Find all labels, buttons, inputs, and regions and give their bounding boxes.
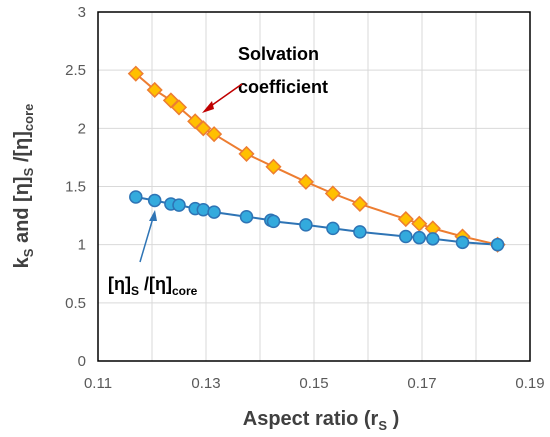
data-point-ratio <box>172 198 186 212</box>
data-point-ratio <box>299 218 313 232</box>
data-point-solvation <box>265 158 282 175</box>
x-tick-labels: 0.11 0.13 0.15 0.17 0.19 <box>84 375 545 392</box>
y-tick-label: 2 <box>78 120 86 137</box>
data-point-solvation <box>170 99 188 116</box>
y-tick-label: 2.5 <box>65 62 86 79</box>
data-point-solvation <box>146 81 163 99</box>
data-point-solvation <box>324 185 341 202</box>
data-point-ratio <box>490 237 505 252</box>
solvation-annotation-line2: coefficient <box>238 77 328 97</box>
x-tick-label: 0.13 <box>191 375 220 392</box>
y-tick-label: 3 <box>78 4 86 21</box>
data-point-solvation <box>297 173 314 190</box>
data-point-ratio <box>353 225 367 239</box>
x-tick-label: 0.17 <box>407 375 436 392</box>
ratio-annotation: [η]S /[η]core <box>108 274 198 298</box>
y-axis-label: kS and [η]S /[η]core <box>11 104 36 269</box>
data-point-ratio <box>326 221 340 236</box>
y-tick-labels: 0 0.5 1 1.5 2 2.5 3 <box>65 4 86 370</box>
data-point-ratio <box>129 190 143 204</box>
data-point-ratio <box>412 230 427 245</box>
series-points <box>127 65 506 253</box>
data-point-ratio <box>426 232 440 246</box>
data-point-ratio <box>399 229 413 244</box>
y-tick-label: 0 <box>78 353 86 370</box>
x-axis-label: Aspect ratio (rS ) <box>243 408 399 433</box>
data-point-solvation <box>187 113 204 130</box>
data-point-ratio <box>266 214 281 229</box>
solvation-arrow-head <box>202 101 214 113</box>
solvation-annotation-line1: Solvation <box>238 44 319 64</box>
y-tick-label: 1.5 <box>65 179 86 196</box>
y-tick-label: 0.5 <box>65 295 86 312</box>
data-point-ratio <box>207 205 221 219</box>
data-point-solvation <box>351 195 368 213</box>
ratio-arrow-line <box>139 217 154 263</box>
x-tick-label: 0.15 <box>299 375 328 392</box>
data-point-ratio <box>147 193 162 208</box>
data-point-solvation <box>195 120 212 137</box>
x-tick-label: 0.11 <box>84 375 112 392</box>
ratio-arrow-head <box>149 210 157 221</box>
data-point-ratio <box>239 209 254 224</box>
data-point-solvation <box>162 92 179 109</box>
data-point-ratio <box>455 235 470 250</box>
data-point-solvation <box>397 211 414 228</box>
data-point-solvation <box>206 126 223 143</box>
data-point-solvation <box>127 65 144 82</box>
y-tick-label: 1 <box>78 237 86 254</box>
x-tick-label: 0.19 <box>515 375 544 392</box>
solvation-arrow-line <box>207 83 243 109</box>
data-point-solvation <box>411 215 428 232</box>
plot-area-frame <box>97 11 531 362</box>
data-point-solvation <box>238 145 255 162</box>
data-point-ratio <box>196 203 211 217</box>
